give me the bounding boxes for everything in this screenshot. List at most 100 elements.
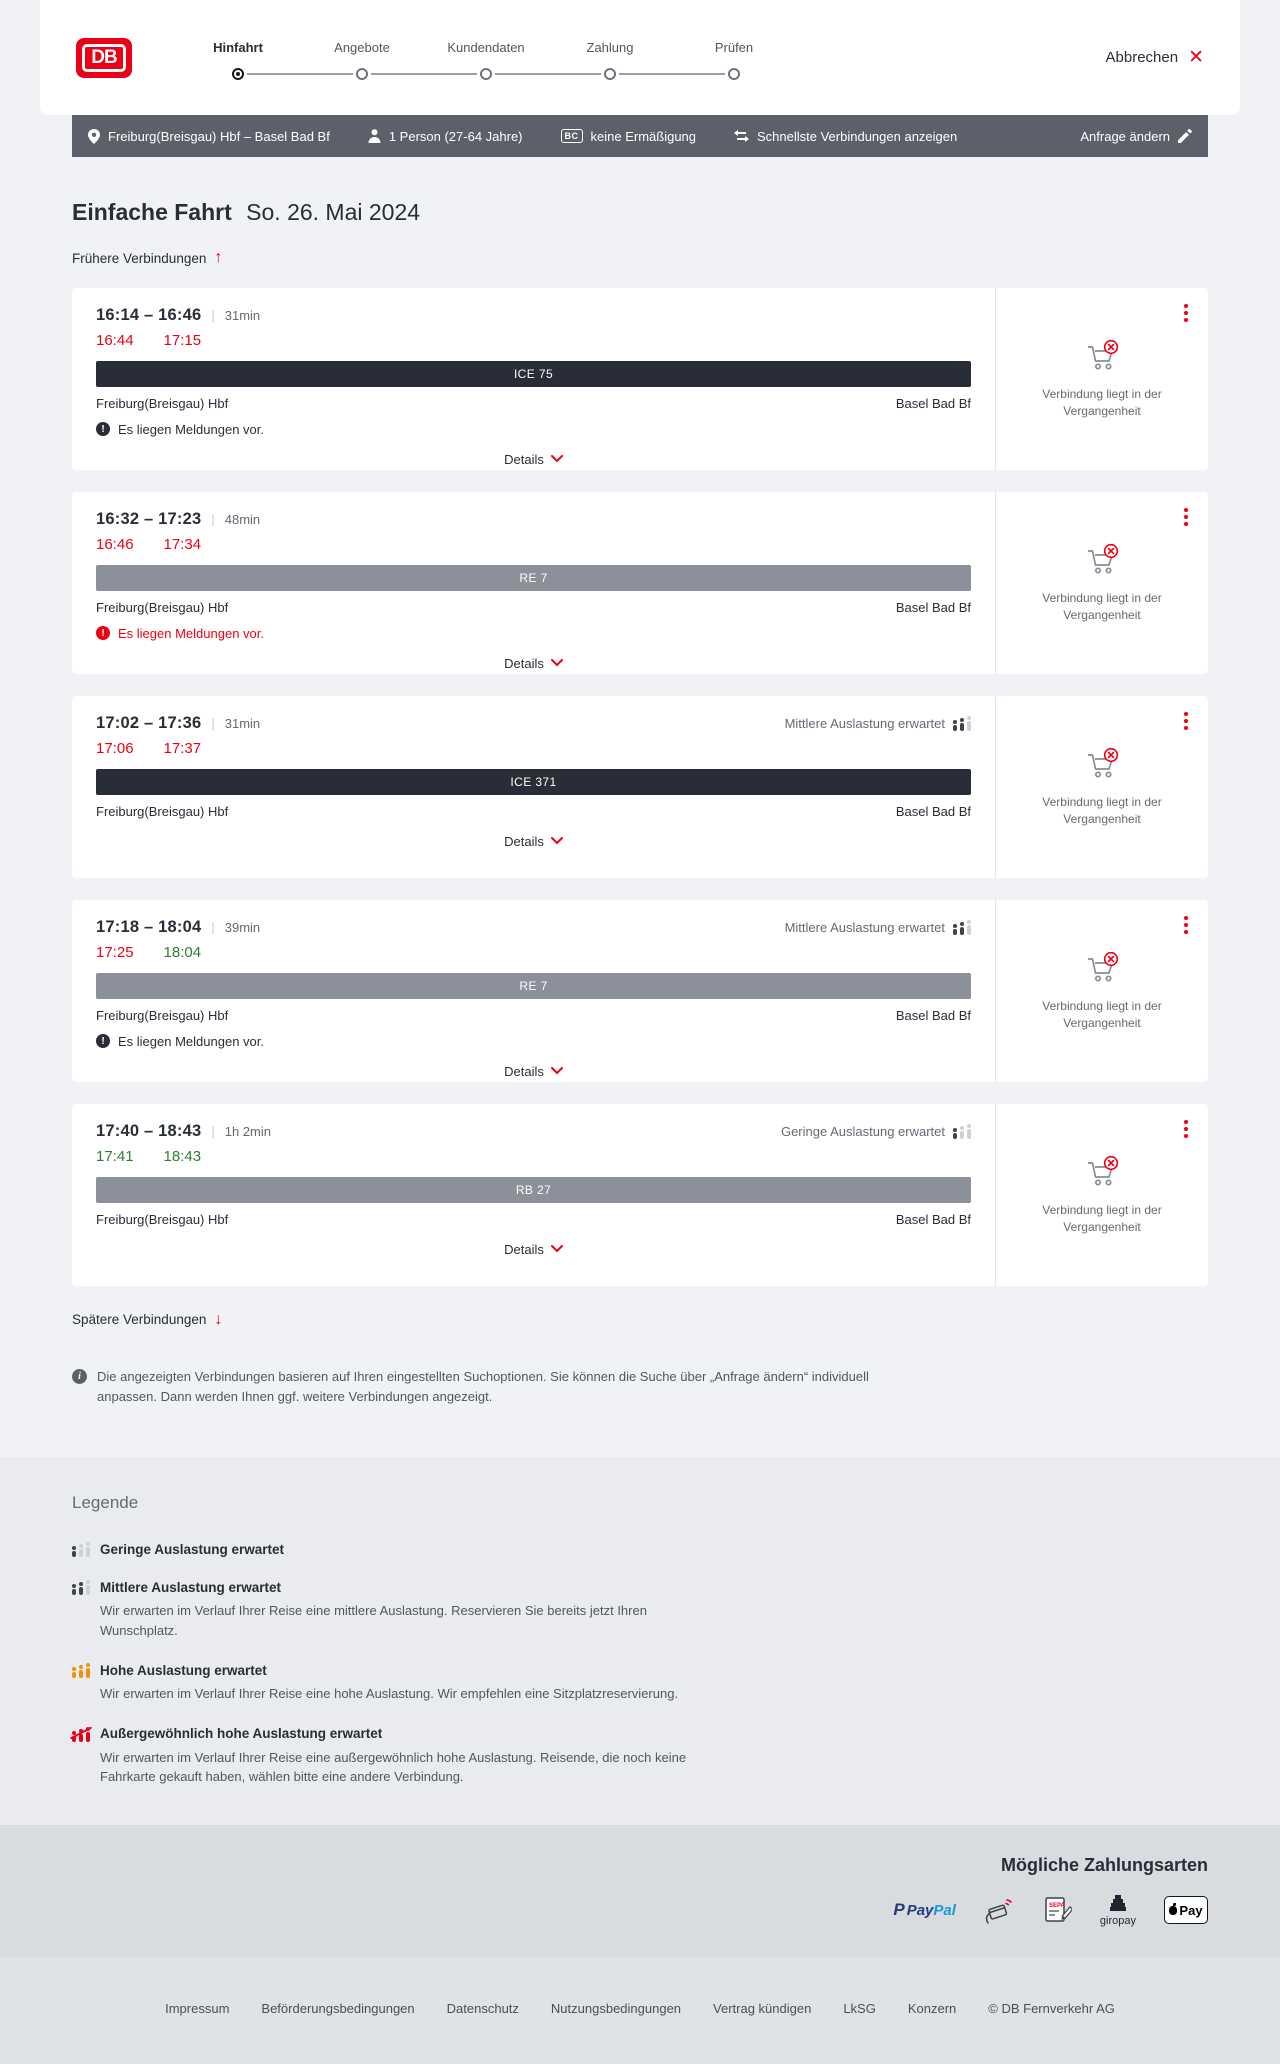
message-row: ! Es liegen Meldungen vor. xyxy=(96,626,971,641)
giropay-icon: giropay xyxy=(1100,1894,1136,1927)
actual-departure-time: 17:41 xyxy=(96,1147,134,1165)
footer-link[interactable]: Konzern xyxy=(907,2000,957,2016)
connection-card-aside: Verbindung liegt in der Vergangenheit xyxy=(995,287,1208,470)
stepper-step-label: Kundendaten xyxy=(447,39,525,55)
details-button[interactable]: Details xyxy=(504,1242,563,1257)
scheduled-times: 16:14 – 16:46 xyxy=(96,305,202,324)
connection-card-aside: Verbindung liegt in der Vergangenheit xyxy=(995,1103,1208,1286)
trip-filter[interactable]: Schnellste Verbindungen anzeigen xyxy=(734,129,957,144)
person-icon xyxy=(368,129,381,143)
connection-list: 16:14 – 16:46 | 31min 16:44 17:15 ICE 75… xyxy=(72,287,1208,1286)
search-options-note: i Die angezeigten Verbindungen basieren … xyxy=(72,1367,872,1407)
change-request-button[interactable]: Anfrage ändern xyxy=(1080,129,1192,144)
footer-link[interactable]: Datenschutz xyxy=(446,2000,519,2016)
details-label: Details xyxy=(504,1241,544,1257)
info-icon: i xyxy=(72,1369,87,1384)
pencil-icon xyxy=(1178,129,1192,143)
arrival-station: Basel Bad Bf xyxy=(895,395,971,411)
trip-date: So. 26. Mai 2024 xyxy=(246,199,421,225)
legend-item: Außergewöhnlich hohe Auslastung erwartet… xyxy=(72,1726,1208,1787)
stepper-step[interactable]: Prüfen xyxy=(672,40,796,80)
details-button[interactable]: Details xyxy=(504,452,563,467)
chevron-down-icon xyxy=(550,1067,563,1075)
legend-item-label: Mittlere Auslastung erwartet xyxy=(100,1579,282,1595)
past-connection-note: Verbindung liegt in der Vergangenheit xyxy=(1042,794,1162,826)
arrival-station: Basel Bad Bf xyxy=(895,803,971,819)
details-button[interactable]: Details xyxy=(504,834,563,849)
legend-item-label: Hohe Auslastung erwartet xyxy=(100,1662,267,1678)
past-connection-note: Verbindung liegt in der Vergangenheit xyxy=(1042,998,1162,1030)
paypal-text-2: Pal xyxy=(933,1901,956,1919)
legend-item: Mittlere Auslastung erwartet Wir erwarte… xyxy=(72,1579,1208,1640)
chevron-down-icon xyxy=(550,659,563,667)
occupancy-icon xyxy=(72,1541,90,1558)
time-separator: | xyxy=(211,715,215,731)
progress-stepper: Hinfahrt Angebote Kundendaten Zahlung Pr… xyxy=(176,40,796,80)
cart-unavailable-icon xyxy=(1088,543,1119,574)
more-options-menu[interactable] xyxy=(1181,709,1191,733)
arrival-station: Basel Bad Bf xyxy=(895,1211,971,1227)
details-button[interactable]: Details xyxy=(504,1064,563,1079)
results-main: Einfache Fahrt So. 26. Mai 2024 Frühere … xyxy=(72,157,1208,1457)
occupancy-indicator: Geringe Auslastung erwartet xyxy=(781,1123,971,1139)
later-connections-link[interactable]: Spätere Verbindungen ↓ xyxy=(72,1311,222,1328)
footer-link[interactable]: Vertrag kündigen xyxy=(713,2000,812,2016)
actual-arrival-time: 17:15 xyxy=(163,331,202,349)
cancel-button[interactable]: Abbrechen ✕ xyxy=(1106,48,1204,67)
occupancy-indicator: Mittlere Auslastung erwartet xyxy=(785,715,971,731)
footer-link[interactable]: LkSG xyxy=(843,2000,876,2016)
cart-unavailable-icon xyxy=(1088,1155,1119,1186)
details-button[interactable]: Details xyxy=(504,656,563,671)
stepper-step[interactable]: Angebote xyxy=(300,40,477,80)
footer-link[interactable]: Beförderungsbedingungen xyxy=(261,2000,415,2016)
stepper-step[interactable]: Zahlung xyxy=(548,40,725,80)
occupancy-icon xyxy=(953,715,971,731)
actual-departure-time: 17:25 xyxy=(96,943,134,961)
train-segment-bar: ICE 371 xyxy=(96,768,971,795)
footer-link[interactable]: Impressum xyxy=(165,2000,230,2016)
stepper-step-circle xyxy=(356,67,368,80)
time-separator: | xyxy=(211,1123,215,1139)
departure-station: Freiburg(Breisgau) Hbf xyxy=(96,1007,229,1023)
cancel-label: Abbrechen xyxy=(1105,49,1179,66)
footer-link[interactable]: Nutzungsbedingungen xyxy=(550,2000,682,2016)
connection-card-aside: Verbindung liegt in der Vergangenheit xyxy=(995,491,1208,674)
arrival-station: Basel Bad Bf xyxy=(895,1007,971,1023)
db-logo: DB xyxy=(76,37,132,78)
more-options-menu[interactable] xyxy=(1181,505,1191,529)
actual-times: 17:25 18:04 xyxy=(96,944,971,961)
message-text: Es liegen Meldungen vor. xyxy=(118,421,264,437)
departure-station: Freiburg(Breisgau) Hbf xyxy=(96,599,229,615)
stepper-step[interactable]: Kundendaten xyxy=(424,39,601,80)
more-options-menu[interactable] xyxy=(1181,1117,1191,1141)
message-row: ! Es liegen Meldungen vor. xyxy=(96,422,971,437)
past-connection-note: Verbindung liegt in der Vergangenheit xyxy=(1042,590,1162,622)
chevron-down-icon xyxy=(550,837,563,845)
connection-card-aside: Verbindung liegt in der Vergangenheit xyxy=(995,899,1208,1082)
arrow-up-icon: ↑ xyxy=(214,249,223,266)
actual-times: 17:06 17:37 xyxy=(96,740,971,757)
occupancy-indicator: Mittlere Auslastung erwartet xyxy=(785,919,971,935)
actual-departure-time: 16:46 xyxy=(96,535,134,553)
connection-card: 17:02 – 17:36 | 31min Mittlere Auslastun… xyxy=(72,695,1208,878)
more-options-menu[interactable] xyxy=(1181,301,1191,325)
train-segment-bar: RE 7 xyxy=(96,972,971,999)
connection-card-main: 17:02 – 17:36 | 31min Mittlere Auslastun… xyxy=(72,696,995,878)
trip-discount: BC keine Ermäßigung xyxy=(560,129,696,144)
more-options-menu[interactable] xyxy=(1181,913,1191,937)
bahncard-icon: BC xyxy=(560,129,583,143)
train-label: ICE 371 xyxy=(510,774,557,789)
details-label: Details xyxy=(504,655,544,671)
connection-card: 16:32 – 17:23 | 48min 16:46 17:34 RE 7 F… xyxy=(72,491,1208,674)
arrival-station: Basel Bad Bf xyxy=(895,599,971,615)
connection-card: 17:18 – 18:04 | 39min Mittlere Auslastun… xyxy=(72,899,1208,1082)
stepper-step[interactable]: Hinfahrt xyxy=(176,40,353,80)
earlier-connections-link[interactable]: Frühere Verbindungen ↑ xyxy=(72,250,222,266)
connection-card: 17:40 – 18:43 | 1h 2min Geringe Auslastu… xyxy=(72,1103,1208,1286)
trip-duration: 1h 2min xyxy=(224,1123,271,1139)
apple-logo-icon xyxy=(1169,1902,1178,1915)
occupancy-label: Mittlere Auslastung erwartet xyxy=(784,715,945,731)
details-label: Details xyxy=(504,451,544,467)
payment-section: Mögliche Zahlungsarten P Pay Pal xyxy=(0,1824,1280,1957)
giropay-label: giropay xyxy=(1099,1914,1136,1927)
